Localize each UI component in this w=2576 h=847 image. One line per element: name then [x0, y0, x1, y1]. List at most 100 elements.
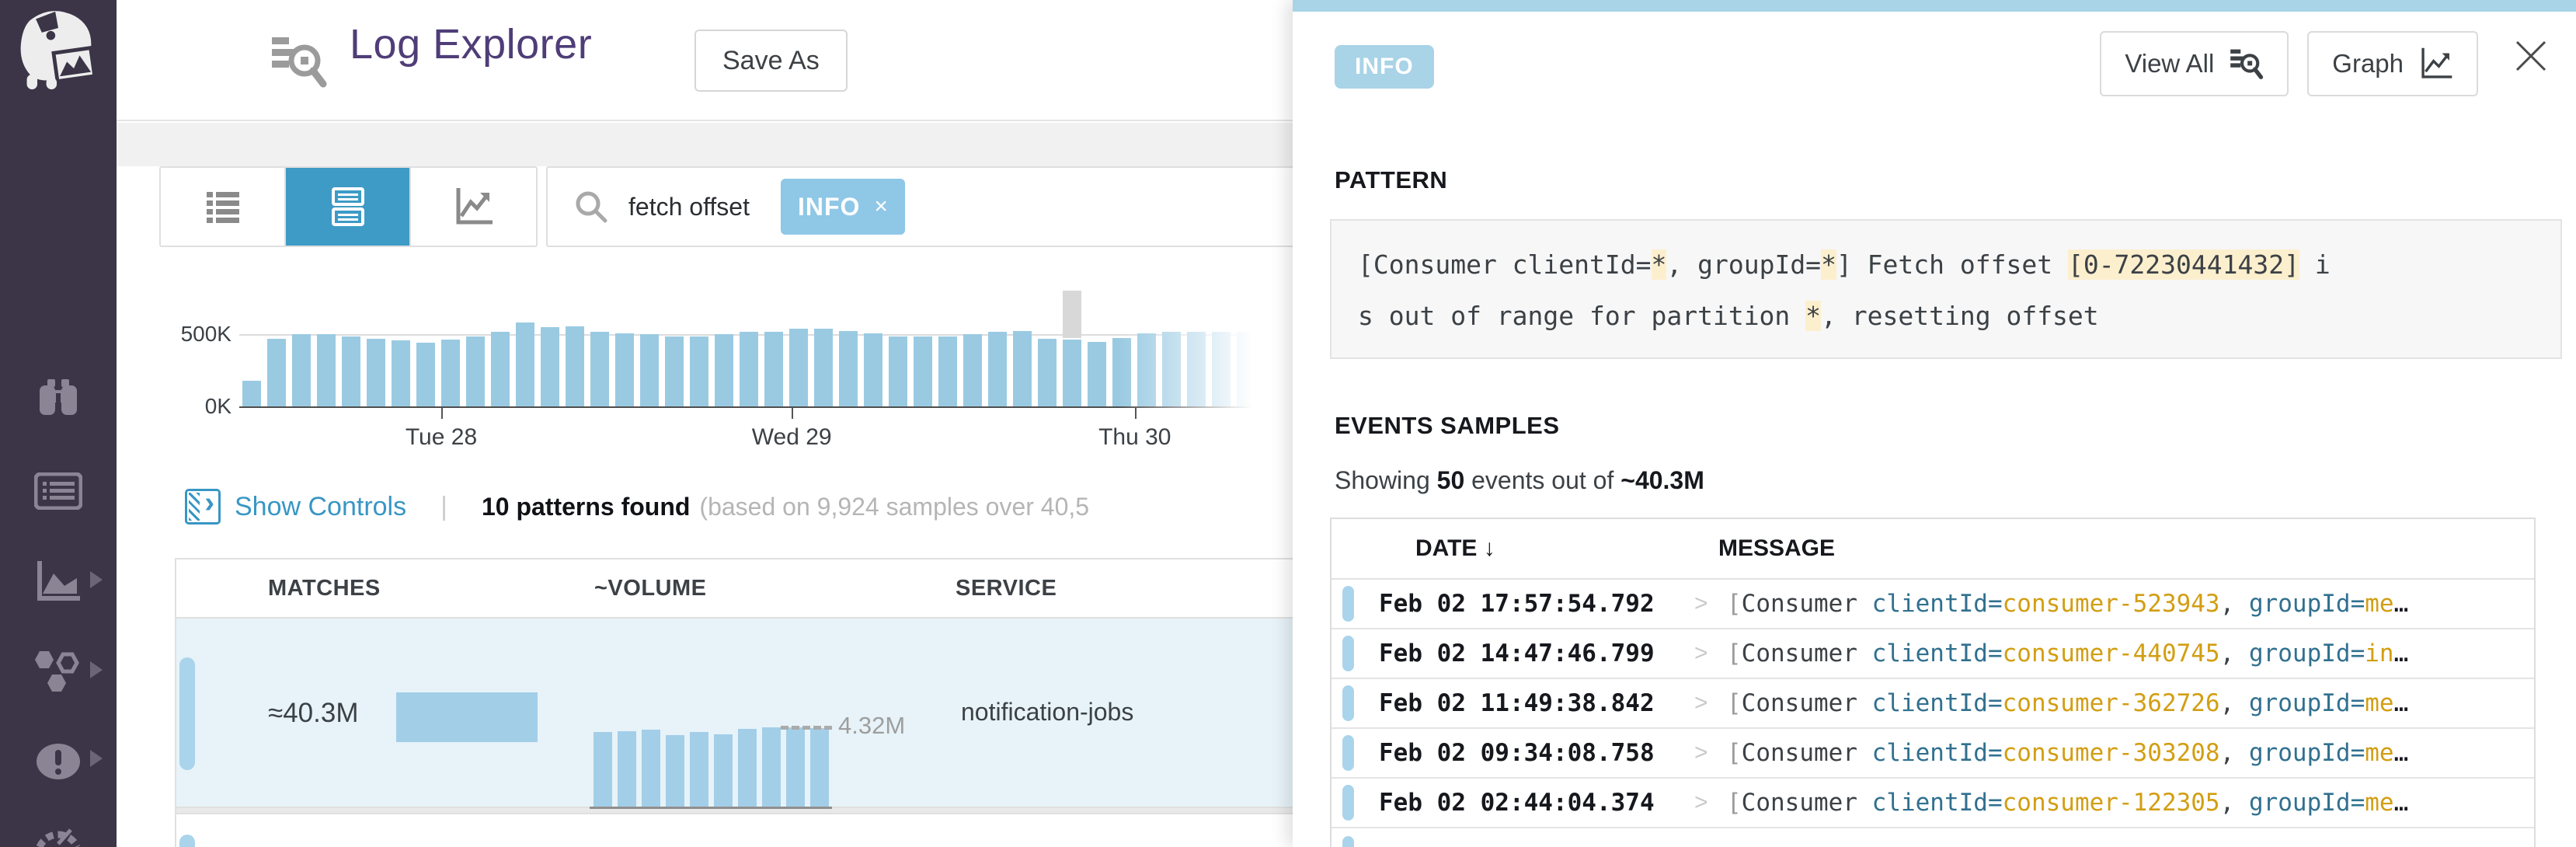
row-expand-chevron-icon[interactable]: >	[1694, 789, 1708, 815]
save-as-button[interactable]: Save As	[694, 30, 848, 92]
histogram-bar[interactable]	[864, 333, 882, 406]
histogram-bar[interactable]	[1063, 291, 1081, 406]
message-token: [	[1727, 789, 1742, 817]
histogram-bar[interactable]	[242, 381, 261, 406]
watchdog-binoculars-icon[interactable]	[0, 375, 117, 421]
histogram-bar[interactable]	[715, 334, 733, 406]
graph-icon	[2421, 47, 2452, 78]
column-header-message[interactable]: MESSAGE	[1718, 535, 1836, 561]
histogram-bar-fill	[1038, 339, 1057, 406]
histogram-bar[interactable]	[764, 332, 783, 406]
histogram-bar[interactable]	[491, 332, 510, 406]
message-token: me	[2365, 689, 2394, 717]
dashboards-gauge-icon[interactable]	[0, 817, 117, 847]
histogram-bar[interactable]	[938, 336, 957, 406]
pattern-row-partial[interactable]	[176, 814, 1338, 847]
events-list-icon[interactable]	[0, 468, 117, 514]
histogram-bar[interactable]	[690, 336, 708, 406]
event-row-partial[interactable]	[1332, 828, 2534, 847]
histogram-bar[interactable]	[541, 327, 559, 406]
histogram-bar[interactable]	[441, 340, 460, 406]
graph-button[interactable]: Graph	[2307, 31, 2478, 96]
column-header-date[interactable]: DATE ↓	[1415, 535, 1495, 561]
histogram-bar[interactable]	[392, 340, 410, 406]
sparkline-bar	[762, 727, 781, 807]
integrations-submenu-arrow-icon[interactable]	[90, 661, 103, 678]
metrics-submenu-arrow-icon[interactable]	[90, 571, 103, 588]
status-filter-tag[interactable]: INFO ×	[780, 179, 905, 235]
histogram-bar[interactable]	[814, 329, 833, 406]
show-controls-link[interactable]: Show Controls	[235, 491, 407, 521]
severity-pill	[1342, 685, 1354, 721]
metrics-graph-icon[interactable]	[0, 558, 117, 605]
row-expand-chevron-icon[interactable]: >	[1694, 640, 1708, 666]
sort-descending-icon[interactable]: ↓	[1483, 535, 1495, 561]
event-row[interactable]: Feb 02 14:47:46.799 > [Consumer clientId=c…	[1332, 629, 2534, 679]
message-token: [	[1727, 590, 1742, 618]
sparkline-bar	[618, 731, 636, 807]
pattern-text: , resetting offset	[1821, 301, 2099, 331]
message-token: Consumer	[1741, 590, 1872, 618]
analytics-view-toggle[interactable]	[411, 168, 536, 246]
row-expand-chevron-icon[interactable]: >	[1694, 740, 1708, 765]
histogram-bar[interactable]	[1013, 331, 1032, 406]
histogram-bar[interactable]	[640, 334, 659, 406]
histogram-bar[interactable]	[342, 336, 360, 406]
event-row[interactable]: Feb 02 09:34:08.758 > [Consumer clientId=c…	[1332, 729, 2534, 779]
pattern-row-selected[interactable]: ≈40.3M 4.32M notification-jobs	[176, 619, 1338, 809]
histogram-bar[interactable]	[416, 343, 435, 406]
event-row[interactable]: Feb 02 17:57:54.792 > [Consumer clientId=c…	[1332, 580, 2534, 629]
column-header-matches[interactable]: MATCHES	[268, 575, 381, 601]
histogram-bar[interactable]	[1038, 339, 1057, 406]
search-input[interactable]: fetch offset INFO ×	[546, 166, 1297, 247]
list-view-toggle[interactable]	[161, 168, 286, 246]
severity-pill	[179, 835, 195, 847]
monitors-submenu-arrow-icon[interactable]	[90, 750, 103, 767]
message-token: …	[2393, 689, 2409, 717]
event-row[interactable]: Feb 02 02:44:04.374 > [Consumer clientId=c…	[1332, 779, 2534, 828]
histogram-bar[interactable]	[267, 339, 286, 406]
message-token: Consumer	[1741, 640, 1872, 667]
histogram-bar[interactable]	[665, 336, 684, 406]
histogram-bar[interactable]	[914, 336, 932, 406]
pattern-text: [Consumer clientId=	[1358, 249, 1652, 280]
histogram-bar[interactable]	[516, 322, 534, 406]
pattern-view-toggle[interactable]	[286, 168, 411, 246]
message-token: Consumer	[1741, 789, 1872, 817]
show-controls-icon[interactable]: ›	[185, 486, 221, 525]
integrations-hexagons-icon[interactable]	[0, 648, 117, 695]
histogram-bar[interactable]	[466, 336, 485, 406]
histogram-bar[interactable]	[367, 339, 385, 406]
histogram-bar[interactable]	[963, 334, 982, 406]
view-all-button[interactable]: View All	[2100, 31, 2289, 96]
histogram-bar[interactable]	[839, 331, 858, 406]
histogram-bar[interactable]	[615, 333, 634, 406]
monitors-error-icon[interactable]	[0, 738, 117, 785]
histogram-bar[interactable]	[317, 334, 336, 406]
histogram-bar[interactable]	[590, 332, 609, 406]
message-token: [	[1727, 739, 1742, 767]
histogram-bar[interactable]	[789, 329, 808, 406]
row-expand-chevron-icon[interactable]: >	[1694, 690, 1708, 716]
histogram-bar[interactable]	[1088, 342, 1106, 406]
log-explorer-mini-icon	[2230, 49, 2264, 79]
search-query-text[interactable]: fetch offset	[628, 192, 750, 221]
row-expand-chevron-icon[interactable]: >	[1694, 591, 1708, 616]
column-header-volume[interactable]: ~VOLUME	[594, 575, 707, 601]
histogram-bar[interactable]	[566, 326, 584, 406]
close-panel-icon[interactable]	[2512, 37, 2550, 78]
datadog-logo-icon[interactable]	[0, 6, 117, 92]
message-token: consumer-440745	[2002, 640, 2220, 667]
filter-tag-close-icon[interactable]: ×	[874, 193, 888, 219]
histogram-bar[interactable]	[988, 332, 1007, 406]
pattern-line: [Consumer clientId=*, groupId=*] Fetch o…	[1358, 239, 2534, 291]
histogram-bar[interactable]	[889, 336, 907, 406]
histogram-bar[interactable]	[292, 334, 311, 406]
events-table-header: DATE ↓ MESSAGE	[1332, 519, 2534, 580]
histogram-bar-fill	[963, 334, 982, 406]
histogram-bar-fill	[516, 322, 534, 406]
histogram-bar[interactable]	[740, 332, 758, 406]
event-row[interactable]: Feb 02 11:49:38.842 > [Consumer clientId=c…	[1332, 679, 2534, 729]
panel-action-buttons: View All Graph	[2100, 31, 2478, 96]
column-header-service[interactable]: SERVICE	[956, 575, 1057, 601]
